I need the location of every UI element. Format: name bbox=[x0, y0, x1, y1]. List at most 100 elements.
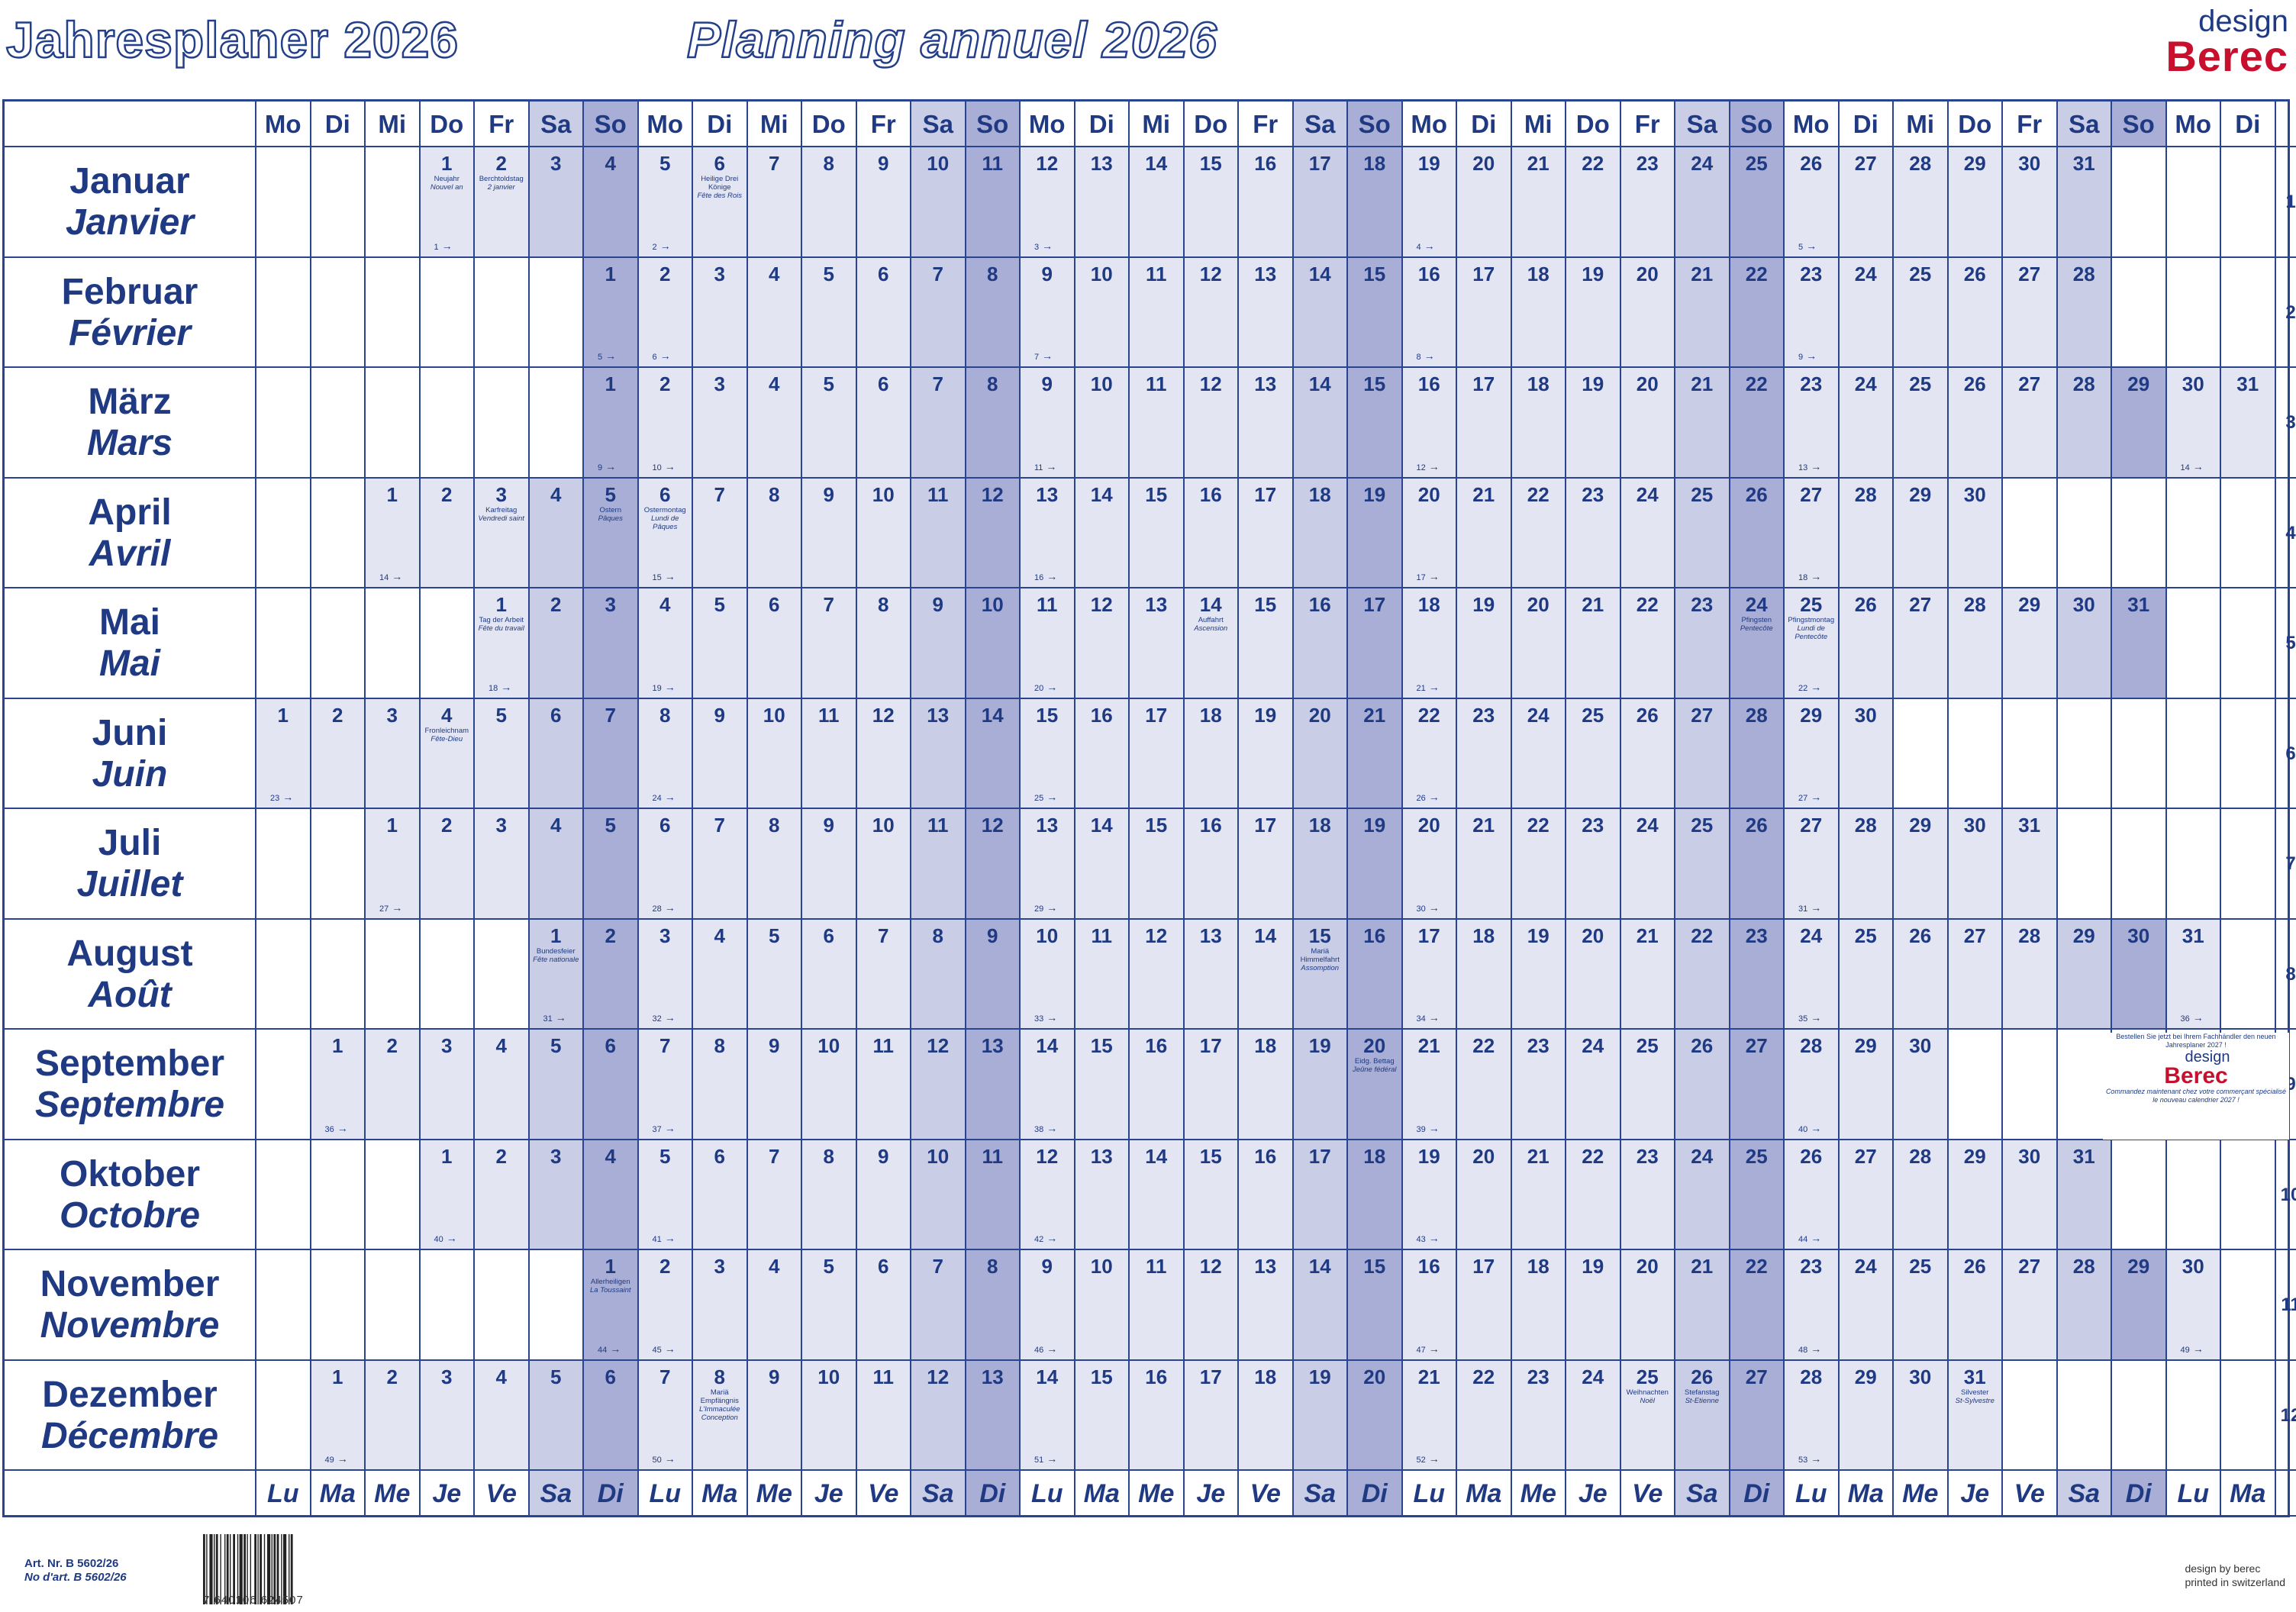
day-number: 10 bbox=[1036, 924, 1059, 947]
day-cell: 11 bbox=[911, 478, 966, 588]
week-number-label: 49 bbox=[324, 1456, 334, 1465]
empty-day-cell bbox=[366, 257, 421, 368]
day-number: 18 bbox=[1527, 1255, 1549, 1278]
day-cell: 30 bbox=[2057, 588, 2112, 699]
day-number: 19 bbox=[1582, 1255, 1604, 1278]
day-number: 23 bbox=[1582, 814, 1604, 837]
empty-day-cell bbox=[366, 588, 421, 699]
day-number: 22 bbox=[1745, 262, 1768, 285]
day-cell: 23 48 → bbox=[1785, 1250, 1840, 1361]
day-cell: 16 bbox=[1075, 698, 1130, 809]
day-number: 8 bbox=[823, 1144, 834, 1168]
weekday-header-cell: Do bbox=[802, 102, 857, 147]
day-cell: 24 bbox=[1566, 1360, 1621, 1471]
holiday-german: Heilige Drei Könige bbox=[701, 175, 739, 192]
day-cell: 23 bbox=[1566, 478, 1621, 588]
day-number: 29 bbox=[2072, 924, 2095, 947]
day-cell: 20 bbox=[1511, 588, 1566, 699]
weekday-header-cell: Do bbox=[1184, 102, 1239, 147]
day-number: 26 bbox=[1963, 262, 1986, 285]
weekday-header-cell: Di bbox=[693, 102, 748, 147]
empty-day-cell bbox=[256, 1250, 311, 1361]
week-arrow-icon: → bbox=[659, 239, 671, 252]
weekday-header-cell: Mo bbox=[1021, 102, 1075, 147]
day-cell: 21 bbox=[1348, 698, 1403, 809]
weekday-header-cell: Sa bbox=[1293, 102, 1348, 147]
day-number: 21 bbox=[1527, 152, 1549, 175]
day-number: 16 bbox=[1199, 482, 1222, 506]
empty-day-cell bbox=[311, 919, 366, 1030]
day-cell: 4 bbox=[475, 1030, 530, 1140]
day-cell: 29 bbox=[2057, 919, 2112, 1030]
day-cell: 6 bbox=[856, 257, 911, 368]
empty-day-cell bbox=[529, 368, 584, 479]
day-number: 14 bbox=[1308, 372, 1331, 395]
day-cell: 7 bbox=[693, 809, 748, 920]
day-cell: 16 12 → bbox=[1402, 368, 1457, 479]
empty-day-cell bbox=[475, 919, 530, 1030]
day-cell: 3 bbox=[366, 698, 421, 809]
day-number: 1 bbox=[441, 152, 453, 175]
week-number: 16 → bbox=[1034, 570, 1057, 582]
advert-text-german: Bestellen Sie jetzt bei Ihrem Fachhändle… bbox=[2116, 1033, 2276, 1049]
day-cell: 28 bbox=[1839, 478, 1894, 588]
holiday-french: Pâques bbox=[598, 514, 623, 523]
day-cell: 7 bbox=[856, 919, 911, 1030]
week-number-label: 25 bbox=[1034, 794, 1044, 803]
week-number: 37 → bbox=[653, 1122, 676, 1134]
day-cell: 24 bbox=[1620, 809, 1675, 920]
day-number: 2 bbox=[495, 1144, 507, 1168]
holiday-label: Bundesfeier Fête nationale bbox=[530, 947, 583, 964]
weekday-header-cell: Do bbox=[1948, 102, 2003, 147]
weekday-header-cell: Sa bbox=[1675, 102, 1730, 147]
holiday-german: Mariä Himmelfahrt bbox=[1300, 946, 1340, 964]
day-number: 16 bbox=[1417, 1255, 1440, 1278]
holiday-french: Lundi de Pâques bbox=[651, 514, 679, 531]
holiday-german: Bundesfeier bbox=[536, 946, 576, 956]
day-cell: 12 bbox=[911, 1360, 966, 1471]
barcode-bar bbox=[226, 1534, 229, 1604]
week-arrow-icon: → bbox=[1811, 901, 1822, 914]
day-cell: 24 bbox=[1839, 257, 1894, 368]
day-number: 19 bbox=[1417, 152, 1440, 175]
day-cell: 13 bbox=[911, 698, 966, 809]
day-cell: 17 bbox=[1239, 809, 1294, 920]
day-cell: 14 bbox=[1130, 147, 1185, 258]
week-arrow-icon: → bbox=[664, 901, 676, 914]
week-arrow-icon: → bbox=[664, 791, 676, 803]
day-cell: 25 bbox=[1675, 809, 1730, 920]
week-number-label: 29 bbox=[1034, 904, 1044, 914]
day-number: 29 bbox=[1854, 1034, 1877, 1057]
day-number: 17 bbox=[1472, 262, 1495, 285]
day-cell: 19 bbox=[1239, 698, 1294, 809]
week-arrow-icon: → bbox=[1428, 791, 1440, 803]
day-number: 22 bbox=[1472, 1365, 1495, 1388]
week-arrow-icon: → bbox=[337, 1452, 348, 1465]
day-number: 17 bbox=[1145, 703, 1168, 727]
day-number: 9 bbox=[823, 482, 834, 506]
month-name-cell: August Août bbox=[5, 919, 256, 1030]
day-cell: 28 bbox=[2057, 1250, 2112, 1361]
day-number: 29 bbox=[1909, 482, 1932, 506]
week-number: 14 → bbox=[2181, 460, 2204, 472]
day-number: 28 bbox=[2072, 262, 2095, 285]
day-cell: 4 bbox=[475, 1360, 530, 1471]
week-number: 50 → bbox=[653, 1452, 676, 1465]
day-cell: 5 2 → bbox=[638, 147, 693, 258]
day-number: 15 bbox=[1363, 372, 1386, 395]
empty-day-cell bbox=[529, 257, 584, 368]
day-number: 8 bbox=[769, 814, 780, 837]
month-name-french: Avril bbox=[89, 533, 171, 574]
day-cell: 22 bbox=[1730, 257, 1785, 368]
day-cell: 27 bbox=[2003, 368, 2058, 479]
day-number: 4 bbox=[769, 262, 780, 285]
day-number: 14 bbox=[1145, 1144, 1168, 1168]
day-cell: 6 28 → bbox=[638, 809, 693, 920]
day-cell: 6 Heilige Drei Könige Fête des Rois bbox=[693, 147, 748, 258]
day-cell: 29 bbox=[1948, 147, 2003, 258]
week-number: 2 → bbox=[653, 240, 671, 252]
week-number: 27 → bbox=[379, 901, 402, 914]
month-number: 1 bbox=[2275, 147, 2296, 258]
day-cell: 6 bbox=[856, 368, 911, 479]
empty-day-cell bbox=[256, 147, 311, 258]
